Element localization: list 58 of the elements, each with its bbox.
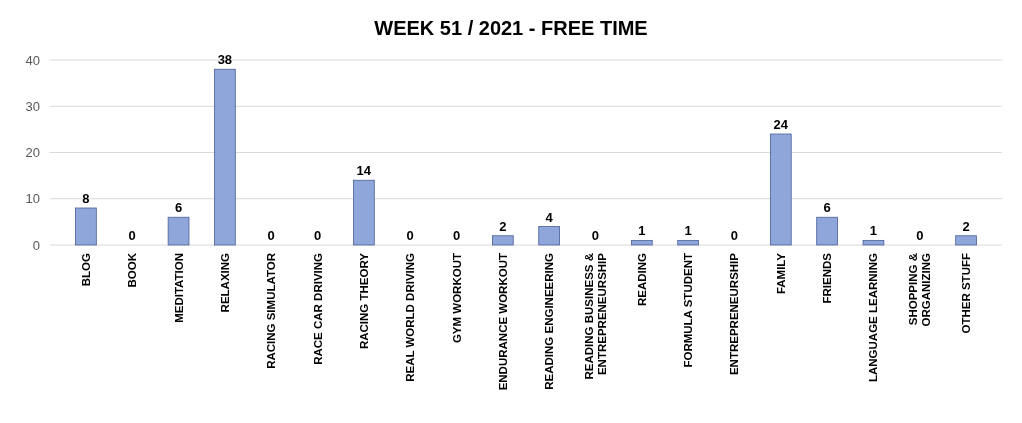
x-tick-label: LANGUAGE LEARNING [867,252,880,383]
data-label: 1 [638,223,646,239]
data-label: 6 [174,200,183,216]
bar [816,216,838,246]
bar [677,239,699,246]
x-tick-label: FRIENDS [821,252,834,304]
x-tick-label: REAL WORLD DRIVING [404,252,417,382]
data-label: 1 [684,223,692,239]
bar [492,235,514,246]
x-tick-label: RACE CAR DRIVING [311,252,324,365]
bar [538,226,560,246]
bar [862,239,885,246]
data-label: 24 [773,117,789,132]
data-label: 0 [591,228,600,243]
y-tick-label: 10 [25,191,40,207]
x-tick-label: OTHER STUFF [960,253,973,334]
data-label: 0 [128,228,136,243]
x-tick-label: ENDURANCE WORKOUT [496,253,509,391]
data-label: 38 [217,52,233,68]
data-label: 14 [356,163,372,179]
x-tick-label: ENTREPRENEURSHIP [728,252,741,376]
x-tick-label: FORMULA STUDENT [682,253,695,368]
data-label: 0 [916,228,924,243]
y-tick-label: 0 [32,237,40,253]
data-label: 6 [823,200,831,216]
data-label: 2 [499,218,507,234]
x-tick-label: READING ENGINEERING [543,252,556,390]
data-label: 4 [545,209,554,225]
data-label: 0 [267,228,275,243]
y-tick-label: 30 [25,98,40,114]
y-tick-label: 20 [25,145,40,161]
x-tick-label: RACING THEORY [357,252,370,350]
data-label: 1 [869,223,878,239]
bar [630,239,653,246]
bar [167,216,190,246]
data-label: 0 [406,228,414,243]
x-tick-label: BLOG [79,252,92,287]
data-label: 0 [730,228,739,243]
y-tick-label: 40 [25,52,40,68]
x-tick-label: RACING SIMULATOR [265,252,278,369]
x-tick-label: READING BUSINESS & ENTREPRENEURSHIP [583,252,609,380]
x-tick-label: READING [635,252,648,307]
bar [769,133,792,246]
bar [75,207,97,246]
x-tick-label: GYM WORKOUT [450,253,463,344]
x-tick-label: SHOPPING & ORGANIZING [907,252,933,327]
data-label: 0 [313,228,322,243]
x-tick-label: RELAXING [218,252,231,313]
data-label: 2 [962,218,970,234]
data-label: 0 [452,228,461,243]
bar [214,68,236,246]
data-label: 8 [82,191,90,206]
chart-title: WEEK 51 / 2021 - FREE TIME [374,17,648,39]
x-tick-label: FAMILY [774,252,787,295]
bar [955,235,977,246]
bar [353,179,375,246]
x-tick-label: MEDITATION [172,253,185,323]
x-tick-label: BOOK [126,252,139,288]
